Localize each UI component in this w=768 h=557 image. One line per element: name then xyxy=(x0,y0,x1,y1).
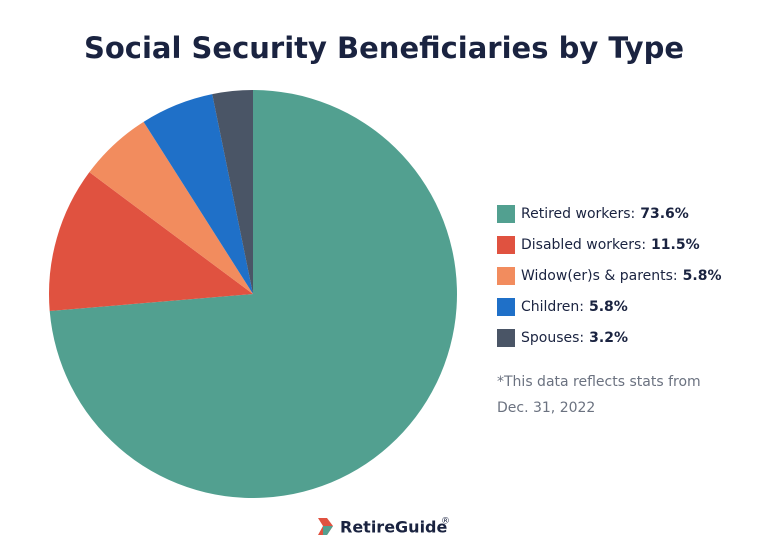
legend-label: Widow(er)s & parents: 5.8% xyxy=(521,268,721,284)
legend-name: Children: xyxy=(521,299,584,315)
legend-value: 11.5% xyxy=(651,237,700,253)
brand-mark: ® xyxy=(441,517,450,527)
brand: RetireGuide xyxy=(340,518,448,537)
chart-title: Social Security Beneficiaries by Type xyxy=(84,31,684,65)
legend-label: Disabled workers: 11.5% xyxy=(521,237,700,253)
note: Dec. 31, 2022 xyxy=(497,400,595,416)
pie-slice xyxy=(49,90,458,498)
note: *This data reflects stats from xyxy=(497,374,701,390)
legend-name: Widow(er)s & parents: xyxy=(521,268,678,284)
legend-swatch xyxy=(497,267,515,285)
logo-icon-leaf xyxy=(323,526,333,535)
legend-swatch xyxy=(497,298,515,316)
pie-slice xyxy=(89,121,253,295)
legend-name: Retired workers: xyxy=(521,206,635,222)
legend-swatch xyxy=(497,205,515,223)
legend-value: 5.8% xyxy=(683,268,722,284)
pie-slice xyxy=(49,172,254,311)
pie-slice xyxy=(212,90,253,294)
legend-label: Retired workers: 73.6% xyxy=(521,206,689,222)
logo: RetireGuide ® xyxy=(318,517,450,537)
legend-value: 5.8% xyxy=(589,299,628,315)
legend-swatch xyxy=(497,329,515,347)
legend-name: Disabled workers: xyxy=(521,237,646,253)
legend-value: 3.2% xyxy=(589,330,628,346)
legend-name: Spouses: xyxy=(521,330,584,346)
legend-label: Spouses: 3.2% xyxy=(521,330,628,346)
legend-value: 73.6% xyxy=(640,206,689,222)
legend-swatch xyxy=(497,236,515,254)
pie-slice xyxy=(143,94,253,295)
legend-label: Children: 5.8% xyxy=(521,299,628,315)
